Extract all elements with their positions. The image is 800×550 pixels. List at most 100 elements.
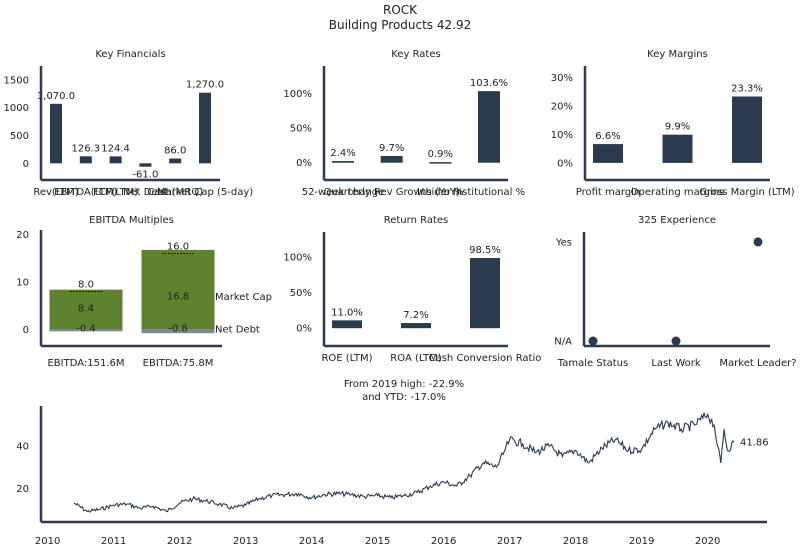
data-label: 9.9% [665, 122, 690, 133]
bar [50, 103, 62, 164]
bar [139, 163, 152, 167]
x-tick-label: Tamale Status [557, 358, 628, 369]
scatter-point [588, 336, 598, 346]
y-tick-label: N/A [554, 337, 572, 348]
y-tick-label: 10 [16, 278, 29, 289]
x-tick-label: EBITDA:151.6M [47, 358, 124, 369]
price-line [73, 412, 735, 513]
panel-title: Key Margins [647, 49, 708, 60]
x-tick-label: Profit margin [576, 187, 641, 198]
data-label: -61.0 [132, 170, 158, 181]
panel-title-line-1: From 2019 high: -22.9% [344, 379, 464, 390]
net-debt-label: -0.4 [76, 323, 96, 334]
data-label: 23.3% [731, 83, 763, 94]
data-label: 6.6% [595, 131, 620, 142]
data-label: 1,070.0 [37, 91, 75, 102]
panel-title: Key Rates [391, 49, 440, 60]
x-tick-label: 2019 [629, 536, 654, 547]
x-tick-label: Insider % [417, 187, 464, 198]
x-tick-label: 2012 [167, 536, 192, 547]
panel-title: Return Rates [384, 215, 449, 226]
bar [79, 156, 92, 164]
x-tick-label: EBITDA(LTM) [54, 187, 117, 198]
x-tick-label: Cash(MRQ) [147, 187, 203, 198]
x-tick-label: 2013 [233, 536, 258, 547]
bar [109, 156, 122, 164]
bar [380, 156, 403, 163]
y-tick-label: 500 [10, 131, 29, 142]
y-tick-label: 20 [16, 484, 29, 495]
x-tick-label: Market Cap (5-day) [157, 187, 253, 198]
page-title: ROCK [382, 3, 418, 17]
x-tick-label: Operating margins [631, 187, 725, 198]
y-tick-label: 1000 [4, 103, 29, 114]
data-label: 124.4 [101, 143, 130, 154]
y-tick-label: 0 [23, 159, 29, 170]
x-tick-label: 2018 [563, 536, 588, 547]
ebitda-multiples-panel: EBITDA Multiples 0 10 20 8.0 8.4 -0.4 EBITDA:15… [16, 215, 272, 369]
data-label: 2.4% [330, 148, 355, 159]
page-subtitle: Building Products 42.92 [328, 18, 472, 32]
y-tick-label: 0% [296, 158, 312, 169]
return-rates-panel: Return Rates 0% 50% 100% 11.0% ROE (LTM) 7.2% R… [283, 215, 541, 364]
legend-net-debt: Net Debt [215, 324, 260, 335]
bar [429, 162, 452, 164]
bar [470, 258, 500, 329]
x-tick-label: 52-week change [302, 187, 385, 198]
bar [199, 92, 211, 164]
panel-title-line-2: and YTD: -17.0% [362, 392, 446, 403]
bar [662, 134, 693, 163]
total-label: 16.0 [167, 242, 189, 253]
bar [332, 161, 354, 163]
y-tick-label: 50% [290, 288, 312, 299]
x-tick-label: 2011 [101, 536, 126, 547]
bar-net-debt [49, 329, 123, 332]
panel-title: EBITDA Multiples [89, 215, 174, 226]
bar [332, 320, 362, 329]
data-label: 9.7% [379, 143, 404, 154]
scatter-point [671, 336, 681, 346]
key-margins-panel: Key Margins 0% 10% 20% 30% 6.6% Profit margin 9… [551, 49, 795, 198]
data-label: 86.0 [164, 146, 186, 157]
data-label: 103.6% [470, 78, 508, 89]
legend-market-cap: Market Cap [215, 292, 272, 303]
y-tick-label: Yes [555, 237, 572, 248]
x-tick-label: 2014 [299, 536, 324, 547]
x-tick-label: Last Work [651, 358, 701, 369]
x-tick-label: Institutional % [453, 187, 525, 198]
bar [169, 158, 182, 164]
data-label: 7.2% [403, 310, 428, 321]
y-tick-label: 10% [551, 130, 573, 141]
net-debt-label: -0.8 [168, 323, 188, 334]
data-label: 126.3 [71, 143, 100, 154]
x-tick-label: Cash Conversion Ratio [429, 353, 542, 364]
key-financials-panel: Key Financials 0 500 1000 1500 1,070.0 Rev(LTM… [4, 49, 254, 198]
x-tick-label: 2016 [431, 536, 456, 547]
x-tick-label: Net Debt [123, 187, 168, 198]
last-price-label: 41.86 [740, 438, 769, 449]
data-label: 0.9% [428, 149, 453, 160]
x-tick-label: EBITDA:75.8M [143, 358, 214, 369]
x-tick-label: ROE (LTM) [321, 353, 372, 364]
panel-title: 325 Experience [638, 215, 716, 226]
data-label: 98.5% [469, 245, 501, 256]
y-tick-label: 0% [557, 158, 573, 169]
y-tick-label: 40 [16, 442, 29, 453]
y-tick-label: 1500 [4, 75, 29, 86]
y-tick-label: 0% [296, 324, 312, 335]
y-tick-label: 100% [283, 252, 312, 263]
market-cap-label: 8.4 [78, 304, 94, 315]
bar [593, 144, 623, 163]
x-tick-label: Rev(LTM) [33, 187, 78, 198]
market-cap-label: 16.8 [167, 292, 189, 303]
x-tick-label: ROA (LTM) [390, 353, 441, 364]
scatter-point [753, 237, 763, 247]
bar [732, 96, 762, 163]
x-tick-label: Market Leader? [719, 358, 796, 369]
y-tick-label: 50% [290, 124, 312, 135]
x-tick-label: Gross Margin (LTM) [699, 187, 795, 198]
data-label: 1,270.0 [186, 80, 224, 91]
bar [478, 91, 500, 163]
x-tick-label: 2020 [695, 536, 720, 547]
